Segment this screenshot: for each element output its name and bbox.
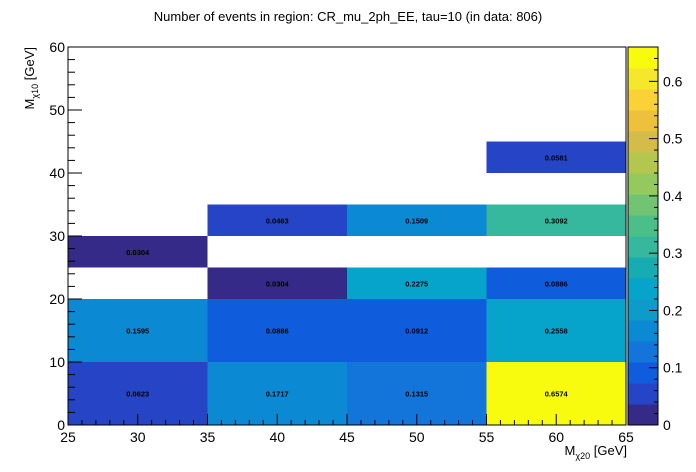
x-axis: 25 30 35 40 45 50 55 60 65 bbox=[60, 414, 634, 445]
cell-value-label: 0.0623 bbox=[126, 390, 149, 399]
y-tick-label: 60 bbox=[49, 39, 65, 55]
colorbar-tick-label: 0.6 bbox=[663, 73, 683, 89]
y-tick-label: 20 bbox=[49, 291, 65, 307]
x-tick-label: 60 bbox=[548, 429, 564, 445]
x-tick-label: 40 bbox=[269, 429, 285, 445]
colorbar-tick-label: 0.5 bbox=[663, 131, 683, 147]
cell-value-label: 0.1595 bbox=[126, 327, 149, 336]
cell-value-label: 0.0886 bbox=[266, 327, 289, 336]
heatmap-cell bbox=[207, 267, 347, 299]
colorbar-tick-label: 0.3 bbox=[663, 245, 683, 261]
x-tick-label: 35 bbox=[200, 429, 216, 445]
y-axis: 0 10 20 30 40 50 60 bbox=[49, 39, 82, 433]
chart-title: Number of events in region: CR_mu_2ph_EE… bbox=[154, 9, 542, 24]
colorbar-segment bbox=[628, 215, 658, 237]
x-tick-label: 25 bbox=[60, 429, 76, 445]
cell-value-label: 0.0912 bbox=[405, 327, 428, 336]
colorbar-segment bbox=[628, 68, 658, 90]
heatmap-cell bbox=[347, 299, 487, 362]
colorbar-segment bbox=[628, 299, 658, 321]
colorbar-segment bbox=[628, 89, 658, 111]
colorbar-segment bbox=[628, 278, 658, 300]
colorbar-segment bbox=[628, 236, 658, 258]
x-tick-label: 65 bbox=[618, 429, 634, 445]
heatmap-cell bbox=[68, 236, 208, 268]
heatmap-cell bbox=[486, 204, 626, 236]
cell-value-label: 0.2558 bbox=[545, 327, 568, 336]
colorbar-tick-label: 0.4 bbox=[663, 188, 683, 204]
x-axis-label: Mχ20 [GeV] bbox=[565, 443, 627, 461]
heatmap-cell bbox=[486, 141, 626, 173]
y-tick-label: 30 bbox=[49, 228, 65, 244]
y-tick-label: 10 bbox=[49, 354, 65, 370]
heatmap-cell bbox=[347, 267, 487, 299]
x-tick-label: 30 bbox=[130, 429, 146, 445]
colorbar-segment bbox=[628, 404, 658, 426]
colorbar: 0 0.1 0.2 0.3 0.4 0.5 0.6 bbox=[627, 46, 683, 433]
y-axis-label: Mχ10 [GeV] bbox=[22, 47, 40, 109]
colorbar-tick-label: 0.1 bbox=[663, 360, 683, 376]
heatmap-cell bbox=[68, 299, 208, 362]
y-tick-label: 50 bbox=[49, 102, 65, 118]
colorbar-segment bbox=[628, 131, 658, 153]
cell-value-label: 0.3092 bbox=[545, 216, 568, 225]
y-tick-label: 0 bbox=[57, 417, 65, 433]
colorbar-segment bbox=[628, 257, 658, 279]
colorbar-tick-label: 0.2 bbox=[663, 302, 683, 318]
x-tick-label: 45 bbox=[339, 429, 355, 445]
colorbar-tick-label: 0 bbox=[663, 417, 671, 433]
cell-value-label: 0.6574 bbox=[545, 390, 569, 399]
colorbar-segment bbox=[628, 362, 658, 384]
heatmap-cell bbox=[207, 299, 347, 362]
cell-value-label: 0.0463 bbox=[266, 216, 289, 225]
y-tick-label: 40 bbox=[49, 165, 65, 181]
cell-value-label: 0.0304 bbox=[266, 279, 290, 288]
colorbar-segment bbox=[628, 110, 658, 132]
cell-value-label: 0.0304 bbox=[126, 248, 150, 257]
colorbar-segment bbox=[628, 173, 658, 195]
cell-value-label: 0.0581 bbox=[545, 153, 568, 162]
heatmap-cell bbox=[486, 267, 626, 299]
colorbar-segment bbox=[628, 152, 658, 174]
colorbar-frame bbox=[627, 46, 659, 426]
heatmap-cell bbox=[347, 204, 487, 236]
colorbar-segment bbox=[628, 194, 658, 216]
cell-value-label: 0.1509 bbox=[405, 216, 428, 225]
cell-value-label: 0.1717 bbox=[266, 390, 289, 399]
cell-value-label: 0.1315 bbox=[405, 390, 428, 399]
heatmap-cells: 0.0623 0.1717 0.1315 0.6574 0.1595 0.0886 0.09… bbox=[68, 141, 626, 425]
heatmap-cell bbox=[486, 299, 626, 362]
cell-value-label: 0.2275 bbox=[405, 279, 428, 288]
colorbar-segment bbox=[628, 320, 658, 342]
colorbar-segment bbox=[628, 383, 658, 405]
cell-value-label: 0.0886 bbox=[545, 279, 568, 288]
heatmap-cell bbox=[207, 204, 347, 236]
colorbar-segment bbox=[628, 341, 658, 363]
x-tick-label: 50 bbox=[409, 429, 425, 445]
colorbar-segment bbox=[628, 47, 658, 69]
x-tick-label: 55 bbox=[479, 429, 495, 445]
